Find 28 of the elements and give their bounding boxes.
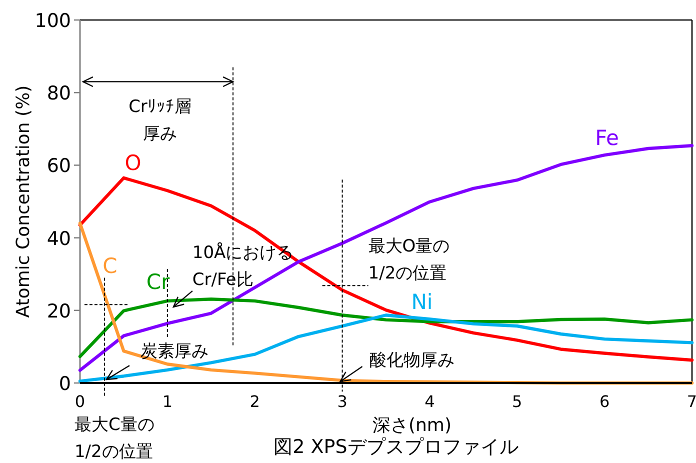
series-label: O	[124, 151, 142, 175]
annotation: 酸化物厚み	[369, 350, 454, 370]
y-tick-label: 0	[58, 373, 71, 395]
ref-line-label: Crﾘｯﾁ層厚み	[128, 97, 192, 144]
x-tick-label: 4	[424, 392, 435, 411]
x-tick-label: 2	[250, 392, 260, 411]
y-tick-label: 20	[46, 300, 71, 322]
ref-line-label: 最大C量の1/2の位置	[74, 415, 154, 462]
x-axis-title: 深さ(nm)	[372, 415, 452, 436]
x-tick-label: 1	[162, 392, 173, 411]
line-series	[78, 144, 694, 372]
annotation: 最大O量の1/2の位置	[368, 236, 450, 284]
y-tick-label: 40	[46, 228, 71, 250]
x-tick-label: 7	[686, 392, 696, 411]
x-tick-label: 0	[74, 392, 86, 411]
x-tick-label: 3	[337, 392, 348, 411]
series-label: Cr	[146, 270, 170, 294]
series-label: Ni	[411, 290, 433, 314]
series-label: C	[102, 254, 118, 278]
annotation: 炭素厚み	[140, 342, 208, 362]
y-axis-title: Atomic Concentration (%)	[13, 85, 34, 318]
y-tick-label: 60	[46, 155, 71, 178]
text: 図2 XPSデプスプロファイル	[274, 436, 518, 458]
x-tick-label: 6	[599, 392, 610, 411]
series-label: Fe	[595, 126, 619, 150]
y-tick-label: 100	[34, 10, 71, 32]
y-tick-label: 80	[46, 82, 71, 105]
x-tick-label: 5	[512, 392, 522, 411]
